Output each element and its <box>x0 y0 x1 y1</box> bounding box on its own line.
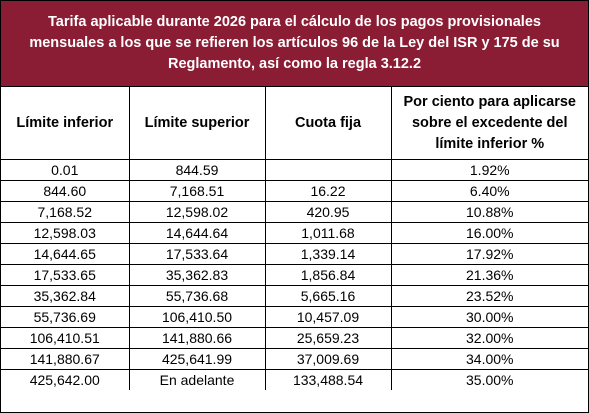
cell-cuota-fija: 133,488.54 <box>264 369 392 390</box>
cell-limite-inferior: 141,880.67 <box>1 348 130 370</box>
rate-table: Límite inferior Límite superior Cuota fi… <box>1 87 588 390</box>
cell-limite-inferior: 106,410.51 <box>1 327 130 349</box>
cell-cuota-fija <box>264 159 392 181</box>
cell-limite-superior: 106,410.50 <box>128 306 266 328</box>
table-row: 12,598.03 14,644.64 1,011.68 16.00% <box>1 222 588 244</box>
table-title: Tarifa aplicable durante 2026 para el cá… <box>1 1 588 87</box>
cell-por-ciento: 21.36% <box>390 264 588 286</box>
header-row: Límite inferior Límite superior Cuota fi… <box>1 87 588 160</box>
cell-por-ciento: 16.00% <box>390 222 588 244</box>
cell-limite-inferior: 14,644.65 <box>1 243 130 265</box>
cell-limite-superior: 12,598.02 <box>128 201 266 223</box>
cell-limite-superior: 35,362.83 <box>128 264 266 286</box>
cell-limite-inferior: 12,598.03 <box>1 222 130 244</box>
table-row: 141,880.67 425,641.99 37,009.69 34.00% <box>1 348 588 370</box>
header-limite-superior: Límite superior <box>128 87 266 160</box>
cell-limite-superior: 425,641.99 <box>128 348 266 370</box>
cell-cuota-fija: 420.95 <box>264 201 392 223</box>
cell-cuota-fija: 1,339.14 <box>264 243 392 265</box>
cell-limite-inferior: 35,362.84 <box>1 285 130 307</box>
cell-limite-superior: 141,880.66 <box>128 327 266 349</box>
cell-limite-inferior: 55,736.69 <box>1 306 130 328</box>
cell-limite-superior: 7,168.51 <box>128 180 266 202</box>
header-por-ciento: Por ciento para aplicarse sobre el exced… <box>390 87 588 160</box>
table-row: 14,644.65 17,533.64 1,339.14 17.92% <box>1 243 588 265</box>
cell-cuota-fija: 10,457.09 <box>264 306 392 328</box>
cell-limite-inferior: 425,642.00 <box>1 369 130 390</box>
cell-limite-inferior: 17,533.65 <box>1 264 130 286</box>
cell-por-ciento: 17.92% <box>390 243 588 265</box>
table-row: 7,168.52 12,598.02 420.95 10.88% <box>1 201 588 223</box>
cell-por-ciento: 6.40% <box>390 180 588 202</box>
cell-limite-superior: 17,533.64 <box>128 243 266 265</box>
cell-cuota-fija: 37,009.69 <box>264 348 392 370</box>
table-row: 844.60 7,168.51 16.22 6.40% <box>1 180 588 202</box>
table-row: 0.01 844.59 1.92% <box>1 159 588 181</box>
cell-por-ciento: 30.00% <box>390 306 588 328</box>
table-row: 35,362.84 55,736.68 5,665.16 23.52% <box>1 285 588 307</box>
cell-por-ciento: 1.92% <box>390 159 588 181</box>
cell-cuota-fija: 1,856.84 <box>264 264 392 286</box>
cell-por-ciento: 10.88% <box>390 201 588 223</box>
cell-por-ciento: 32.00% <box>390 327 588 349</box>
cell-por-ciento: 23.52% <box>390 285 588 307</box>
table-row: 106,410.51 141,880.66 25,659.23 32.00% <box>1 327 588 349</box>
cell-cuota-fija: 16.22 <box>264 180 392 202</box>
table-row: 55,736.69 106,410.50 10,457.09 30.00% <box>1 306 588 328</box>
cell-cuota-fija: 5,665.16 <box>264 285 392 307</box>
cell-limite-inferior: 7,168.52 <box>1 201 130 223</box>
cell-limite-superior: 14,644.64 <box>128 222 266 244</box>
cell-cuota-fija: 1,011.68 <box>264 222 392 244</box>
cell-limite-inferior: 0.01 <box>1 159 130 181</box>
header-limite-inferior: Límite inferior <box>1 87 130 160</box>
table-row: 17,533.65 35,362.83 1,856.84 21.36% <box>1 264 588 286</box>
cell-cuota-fija: 25,659.23 <box>264 327 392 349</box>
cell-limite-superior: En adelante <box>128 369 266 390</box>
cell-limite-superior: 844.59 <box>128 159 266 181</box>
cell-limite-superior: 55,736.68 <box>128 285 266 307</box>
cell-limite-inferior: 844.60 <box>1 180 130 202</box>
table-row: 425,642.00 En adelante 133,488.54 35.00% <box>1 369 588 390</box>
cell-por-ciento: 35.00% <box>390 369 588 390</box>
cell-por-ciento: 34.00% <box>390 348 588 370</box>
header-cuota-fija: Cuota fija <box>264 87 392 160</box>
